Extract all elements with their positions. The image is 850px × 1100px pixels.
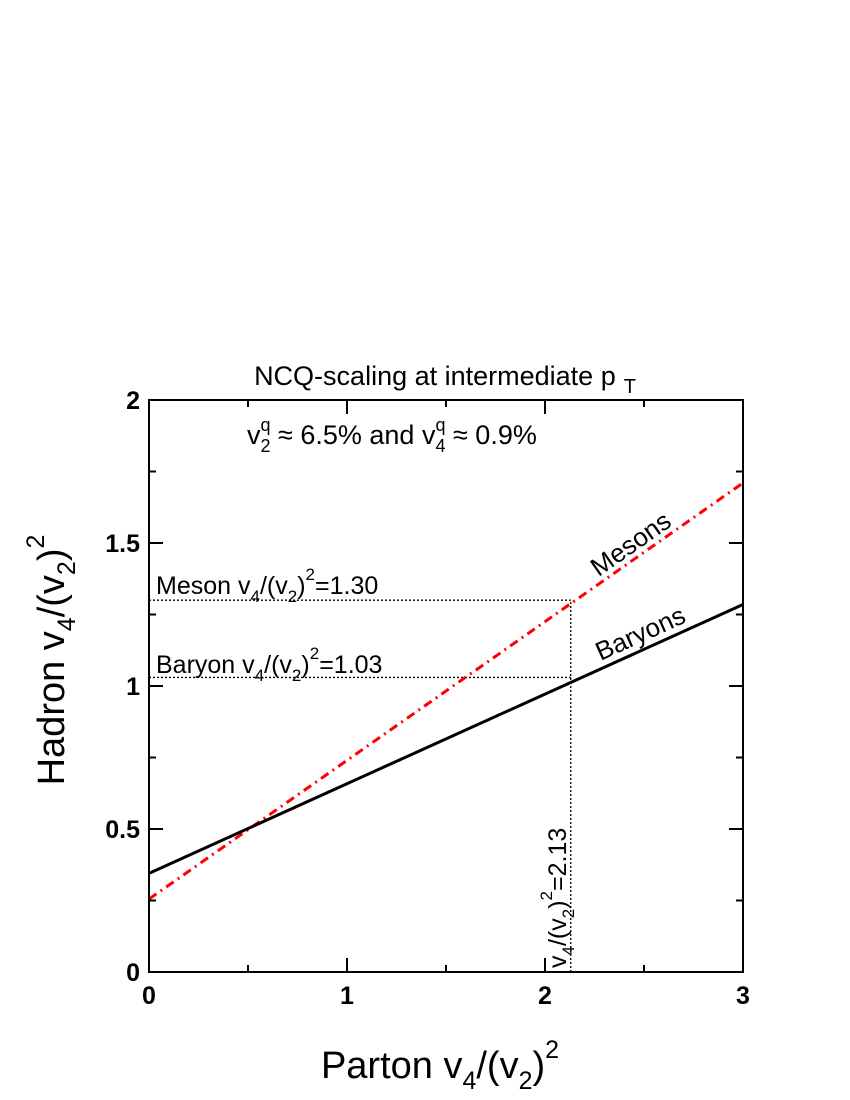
plot-frame <box>148 399 744 973</box>
x-tick-label: 2 <box>538 982 552 1010</box>
y-tick-label: 2 <box>126 387 140 415</box>
y-tick-label: 1.5 <box>105 530 140 558</box>
axis-ticks <box>148 399 744 973</box>
x-tick-label: 1 <box>340 982 354 1010</box>
axis-tick-labels: 0 1 2 3 0 0.5 1 1.5 2 <box>105 387 750 1010</box>
meson-annotation: Meson v4/(v2)2=1.30 <box>156 565 378 606</box>
reference-lines <box>149 599 572 972</box>
baryons-line <box>148 603 744 875</box>
baryon-annotation: Baryon v4/(v2)2=1.03 <box>156 644 382 685</box>
y-tick-label: 1 <box>126 673 140 701</box>
baryons-series-label: Baryons <box>591 600 690 667</box>
parton-annotation: v4/(v2)2=2.13 <box>537 828 578 968</box>
x-axis-label: Parton v4/(v2)2 <box>321 1036 559 1095</box>
y-axis-label: Hadron v4/(v2)2 <box>22 535 81 786</box>
chart-subtitle: vq 2 ≈ 6.5% and vq 4 ≈ 0.9% <box>247 415 537 456</box>
x-tick-label: 0 <box>142 982 156 1010</box>
y-tick-label: 0.5 <box>105 816 140 844</box>
x-tick-label: 3 <box>736 982 750 1010</box>
mesons-series-label: Mesons <box>585 505 677 582</box>
y-tick-label: 0 <box>126 959 140 987</box>
